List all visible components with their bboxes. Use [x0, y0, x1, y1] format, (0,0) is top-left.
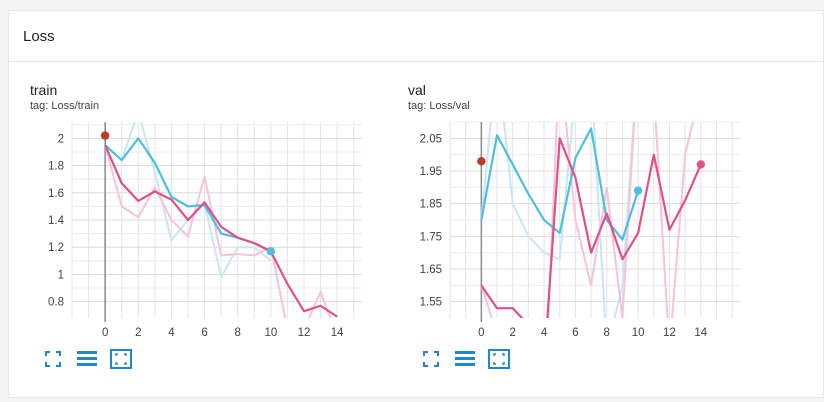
- toggle-lines-button[interactable]: [76, 348, 98, 370]
- val-chart-card: 1.55 1.65 1.75 1.85 1.95 2.05 0 2 4 6 8 10 12 14 val …: [388, 70, 758, 390]
- fullscreen-button[interactable]: [42, 348, 64, 370]
- x-tick-label: 10: [264, 327, 277, 339]
- lines-icon: [77, 351, 97, 366]
- plot-area: [104, 122, 338, 318]
- chart-title: train: [30, 82, 58, 98]
- x-tick-label: 4: [541, 327, 548, 339]
- x-tick-label: 14: [331, 327, 344, 339]
- fullscreen-icon: [45, 351, 61, 367]
- x-tick-label: 8: [604, 327, 610, 339]
- y-tick-label: 0.8: [48, 297, 64, 309]
- chart-title: val: [408, 82, 426, 98]
- x-tick-label: 12: [663, 327, 676, 339]
- y-tick-label: 1.55: [420, 297, 442, 309]
- fit-domain-button[interactable]: [110, 348, 132, 370]
- series-end-marker: [266, 247, 276, 256]
- y-tick-label: 1.65: [420, 264, 442, 276]
- y-tick-label: 1.2: [48, 242, 64, 254]
- x-tick-label: 8: [235, 327, 241, 339]
- chart-toolbar: [42, 348, 132, 370]
- y-tick-label: 1.85: [420, 199, 442, 211]
- section-header[interactable]: Loss: [9, 11, 823, 62]
- plot-area: [480, 122, 702, 318]
- x-tick-label: 0: [102, 327, 108, 339]
- fit-domain-icon: [110, 349, 132, 369]
- y-tick-label: 1.8: [48, 161, 64, 173]
- x-tick-label: 2: [509, 327, 515, 339]
- series-end-marker: [696, 160, 706, 169]
- x-tick-label: 2: [135, 327, 141, 339]
- fit-domain-icon: [488, 349, 510, 369]
- toggle-lines-button[interactable]: [454, 348, 476, 370]
- series-line: [104, 144, 338, 318]
- x-tick-label: 4: [168, 327, 175, 339]
- x-tick-label: 10: [632, 327, 645, 339]
- y-tick-label: 1.95: [420, 166, 442, 178]
- fit-domain-button[interactable]: [488, 348, 510, 370]
- y-tick-label: 2: [58, 133, 64, 145]
- y-tick-label: 2.05: [420, 133, 442, 145]
- x-tick-label: 6: [201, 327, 207, 339]
- series-raw-line: [480, 122, 695, 318]
- val-chart[interactable]: 1.55 1.65 1.75 1.85 1.95 2.05 0 2 4 6 8 10 12 14: [388, 70, 758, 340]
- x-tick-label: 12: [298, 327, 311, 339]
- series-raw-line: [104, 144, 332, 318]
- start-point-marker: [100, 131, 110, 140]
- y-tick-label: 1: [58, 269, 64, 281]
- series-end-marker: [633, 186, 643, 195]
- fullscreen-button[interactable]: [420, 348, 442, 370]
- lines-icon: [455, 351, 475, 366]
- section-title: Loss: [23, 27, 55, 45]
- chart-tag: tag: Loss/train: [30, 100, 100, 112]
- chart-tag: tag: Loss/val: [408, 100, 470, 112]
- x-tick-label: 6: [572, 327, 578, 339]
- y-tick-label: 1.4: [48, 215, 65, 227]
- series-line: [480, 137, 702, 318]
- fullscreen-icon: [423, 351, 439, 367]
- y-tick-label: 1.6: [48, 188, 64, 200]
- start-point-marker: [477, 157, 486, 166]
- train-chart-card: 0.8 1 1.2 1.4 1.6 1.8 2 0 2 4 6 8 10 12 14 train tag: …: [10, 70, 380, 390]
- x-tick-label: 0: [478, 327, 484, 339]
- y-tick-label: 1.75: [420, 231, 442, 243]
- chart-toolbar: [420, 348, 510, 370]
- x-tick-label: 14: [694, 327, 707, 339]
- train-chart[interactable]: 0.8 1 1.2 1.4 1.6 1.8 2 0 2 4 6 8 10 12 14: [10, 70, 380, 340]
